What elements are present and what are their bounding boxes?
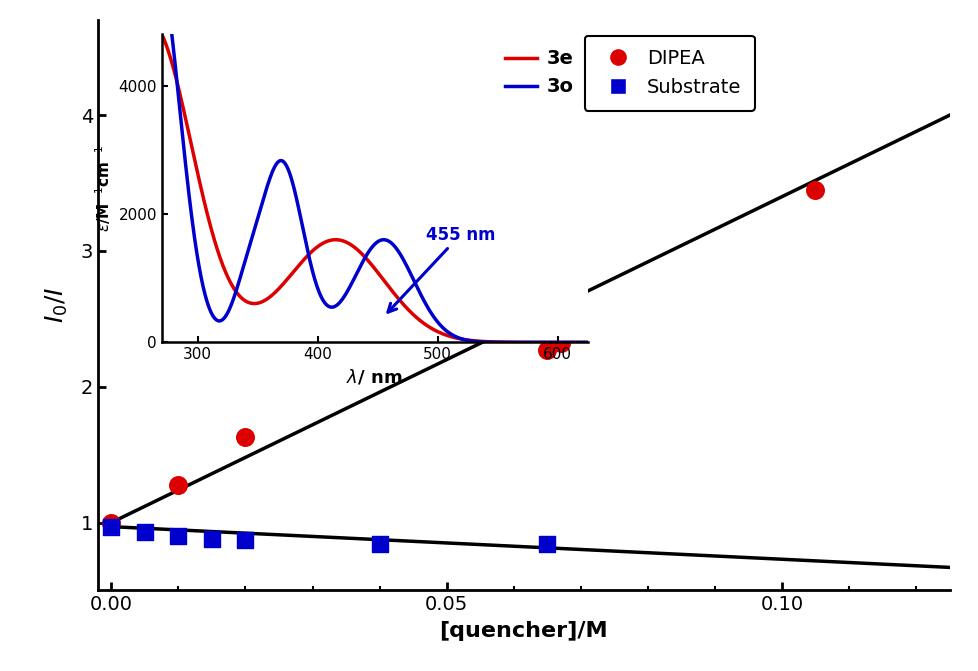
Point bbox=[238, 431, 253, 442]
Y-axis label: $I_0/I$: $I_0/I$ bbox=[43, 287, 69, 323]
Point bbox=[539, 345, 555, 356]
Point bbox=[137, 527, 153, 537]
Point bbox=[807, 185, 822, 195]
Point bbox=[170, 531, 186, 541]
Point bbox=[203, 533, 219, 544]
X-axis label: [quencher]/M: [quencher]/M bbox=[439, 621, 607, 641]
Point bbox=[238, 535, 253, 546]
Point bbox=[104, 521, 119, 532]
Point bbox=[372, 539, 387, 550]
Point bbox=[539, 539, 555, 550]
Legend: DIPEA, Substrate: DIPEA, Substrate bbox=[584, 36, 754, 111]
Point bbox=[104, 517, 119, 528]
Point bbox=[553, 338, 568, 349]
Point bbox=[170, 479, 186, 490]
